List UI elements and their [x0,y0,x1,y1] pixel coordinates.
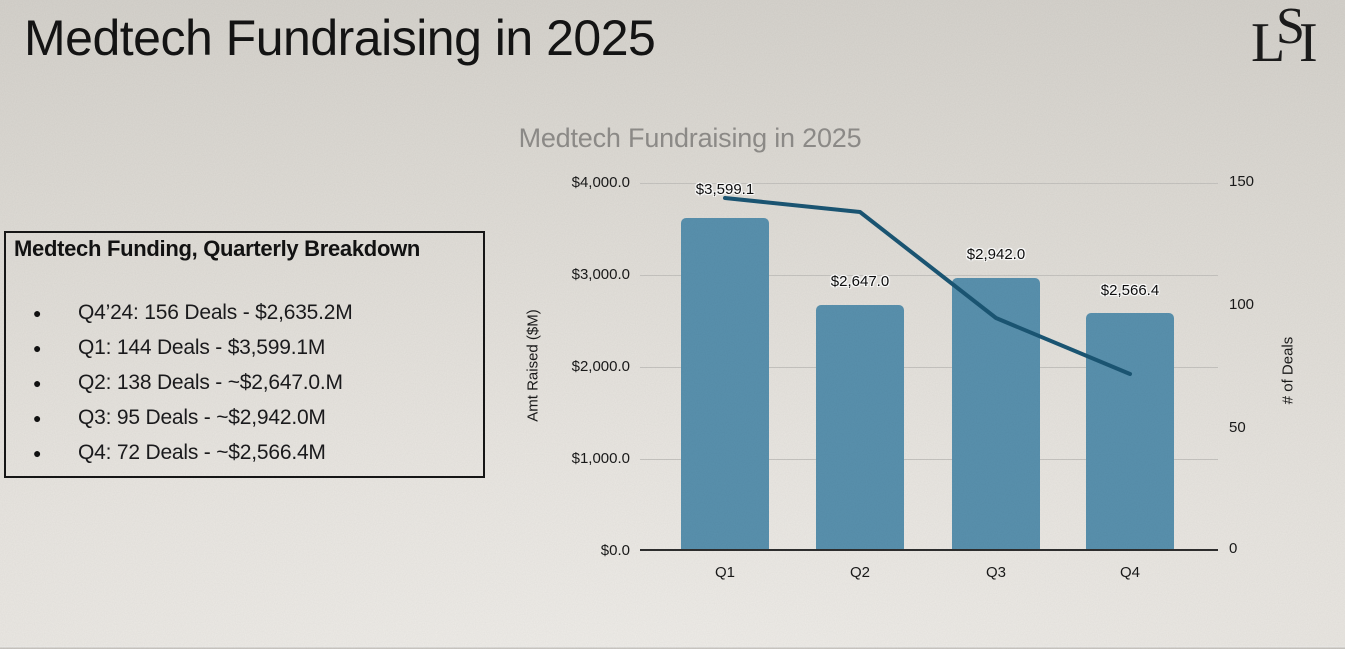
list-item: ● Q4: 72 Deals - ~$2,566.4M [6,441,483,464]
deals-line-series [723,196,1132,376]
bar-value-label-q3: $2,942.0 [966,246,1026,263]
right-axis-title: # of Deals [1279,336,1297,405]
list-item-text: Q2: 138 Deals - ~$2,647.0.M [78,371,343,394]
list-item: ● Q3: 95 Deals - ~$2,942.0M [6,406,483,429]
category-label-q1: Q1 [714,564,735,581]
bar-value-label-q1: $3,599.1 [695,181,755,198]
lsi-logo: L S I [1245,0,1340,75]
list-item-text: Q3: 95 Deals - ~$2,942.0M [78,406,326,429]
category-label-q3: Q3 [985,564,1006,581]
info-bullet-list: ● Q4’24: 156 Deals - $2,635.2M ● Q1: 144… [6,301,483,477]
bullet-icon: ● [33,445,42,461]
list-item-text: Q1: 144 Deals - $3,599.1M [78,336,326,359]
bullet-icon: ● [33,375,42,391]
left-axis-tick: $4,000.0 [571,174,630,191]
right-axis-tick: 150 [1229,173,1255,190]
bullet-icon: ● [33,305,42,321]
category-label-q2: Q2 [849,564,870,581]
left-axis-tick: $3,000.0 [571,266,630,283]
list-item: ● Q4’24: 156 Deals - $2,635.2M [6,301,483,324]
list-item-text: Q4’24: 156 Deals - $2,635.2M [78,301,353,324]
list-item: ● Q2: 138 Deals - ~$2,647.0.M [6,371,483,394]
list-item: ● Q1: 144 Deals - $3,599.1M [6,336,483,359]
page-title: Medtech Fundraising in 2025 [24,10,656,66]
bar-value-label-q2: $2,647.0 [830,273,890,290]
right-axis-tick: 50 [1229,419,1246,436]
chart-plot-area [640,183,1218,551]
right-axis-tick: 100 [1229,296,1255,313]
left-axis-tick: $0.0 [600,542,630,559]
bullet-icon: ● [33,340,42,356]
bar-value-label-q4: $2,566.4 [1100,282,1160,299]
left-axis-title: Amt Raised ($M) [524,309,542,422]
quarterly-breakdown-box: Medtech Funding, Quarterly Breakdown ● Q… [4,231,485,478]
info-box-title: Medtech Funding, Quarterly Breakdown [14,236,421,261]
bullet-icon: ● [33,410,42,426]
left-axis-tick: $1,000.0 [571,450,630,467]
logo-letter-i: I [1299,12,1318,74]
category-label-q4: Q4 [1119,564,1140,581]
list-item-text: Q4: 72 Deals - ~$2,566.4M [78,441,326,464]
chart-title: Medtech Fundraising in 2025 [518,123,862,153]
right-axis-tick: 0 [1229,540,1238,557]
